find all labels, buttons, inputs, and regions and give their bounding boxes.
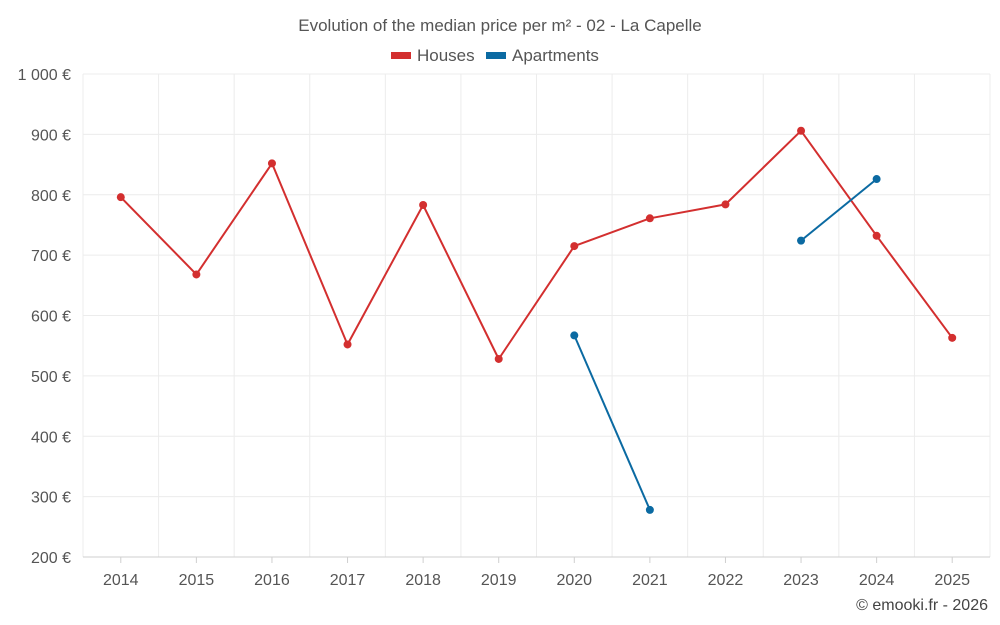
x-tick-label: 2016 xyxy=(254,572,290,589)
legend: Houses Apartments xyxy=(391,46,599,65)
x-axis: 2014 2015 2016 2017 2018 2019 2020 2021 2022 2023… xyxy=(83,556,990,589)
legend-houses-swatch xyxy=(391,52,411,59)
data-point-houses-2015[interactable] xyxy=(192,270,201,279)
x-tick-label: 2017 xyxy=(330,572,366,589)
series-line-apartments xyxy=(800,178,878,242)
data-point-houses-2017[interactable] xyxy=(343,340,352,349)
x-tick-label: 2019 xyxy=(481,572,517,589)
x-tick-label: 2021 xyxy=(632,572,668,589)
legend-houses-label[interactable]: Houses xyxy=(417,46,475,65)
y-axis: 200 € 300 € 400 € 500 € 600 € 700 € 800 € 900 €… xyxy=(18,67,71,567)
legend-apartments-swatch xyxy=(486,52,506,59)
x-tick-label: 2023 xyxy=(783,572,819,589)
x-tick-label: 2018 xyxy=(405,572,441,589)
x-tick-label: 2025 xyxy=(934,572,970,589)
data-point-houses-2021[interactable] xyxy=(645,214,654,223)
y-tick-label: 900 € xyxy=(31,127,71,144)
x-tick-label: 2022 xyxy=(708,572,744,589)
data-point-apartments-2020[interactable] xyxy=(570,331,579,340)
y-tick-label: 400 € xyxy=(31,429,71,446)
series-houses xyxy=(116,126,957,363)
y-tick-label: 300 € xyxy=(31,490,71,507)
data-point-apartments-2024[interactable] xyxy=(872,175,881,184)
y-tick-label: 500 € xyxy=(31,369,71,386)
x-tick-label: 2020 xyxy=(556,572,592,589)
data-point-houses-2014[interactable] xyxy=(116,193,125,202)
data-point-houses-2022[interactable] xyxy=(721,200,730,209)
chart-title: Evolution of the median price per m² - 0… xyxy=(298,16,701,35)
series-line-houses xyxy=(120,129,954,360)
data-point-houses-2018[interactable] xyxy=(419,201,428,210)
data-point-houses-2023[interactable] xyxy=(797,126,806,135)
copyright-footer: © emooki.fr - 2026 xyxy=(856,597,988,614)
y-tick-label: 800 € xyxy=(31,188,71,205)
y-tick-label: 1 000 € xyxy=(18,67,71,84)
legend-apartments-label[interactable]: Apartments xyxy=(512,46,599,65)
gridlines xyxy=(82,73,991,557)
series-apartments xyxy=(570,175,881,514)
y-tick-label: 600 € xyxy=(31,309,71,326)
data-point-apartments-2023[interactable] xyxy=(797,236,806,245)
data-point-houses-2016[interactable] xyxy=(267,159,276,168)
data-point-houses-2019[interactable] xyxy=(494,354,503,363)
series-line-apartments xyxy=(573,335,651,511)
data-point-houses-2025[interactable] xyxy=(948,333,957,342)
x-tick-label: 2014 xyxy=(103,572,139,589)
data-point-apartments-2021[interactable] xyxy=(645,505,654,514)
y-tick-label: 200 € xyxy=(31,550,71,567)
plot-area xyxy=(116,126,957,514)
data-point-houses-2020[interactable] xyxy=(570,242,579,251)
data-point-houses-2024[interactable] xyxy=(872,231,881,240)
x-tick-label: 2024 xyxy=(859,572,895,589)
x-tick-label: 2015 xyxy=(179,572,215,589)
y-tick-label: 700 € xyxy=(31,248,71,265)
